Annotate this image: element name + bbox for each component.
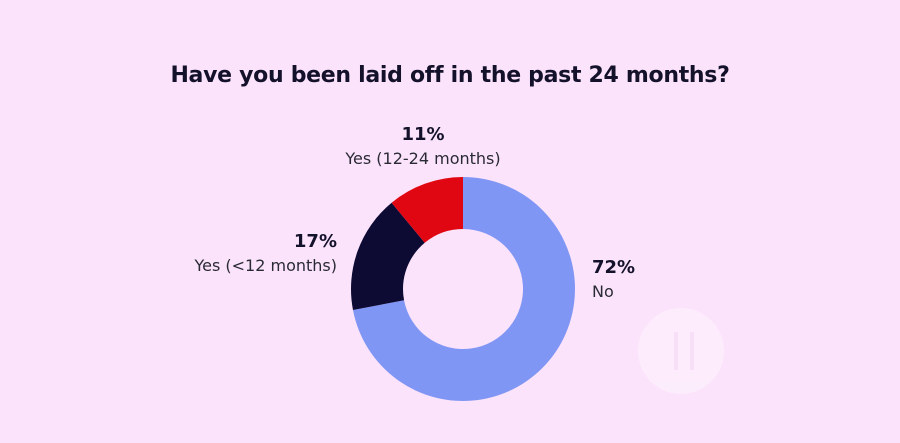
slice-yes-12-months [351, 202, 425, 310]
slice-name-label: Yes (12-24 months) [344, 149, 500, 168]
slice-labels: 72% No 17% Yes (<12 months) 11% Yes (12-24 mo… [193, 124, 635, 301]
donut-slices [351, 177, 576, 402]
slice-percent-label: 17% [294, 231, 337, 252]
slice-percent-label: 72% [592, 257, 635, 278]
slice-yes-12-24-months [391, 177, 463, 243]
slice-no [352, 177, 576, 402]
slice-percent-label: 11% [401, 124, 444, 145]
slice-name-label: Yes (<12 months) [193, 256, 337, 275]
watermark-logo-icon [638, 308, 724, 394]
chart-title: Have you been laid off in the past 24 mo… [170, 63, 730, 88]
slice-name-label: No [592, 282, 614, 301]
